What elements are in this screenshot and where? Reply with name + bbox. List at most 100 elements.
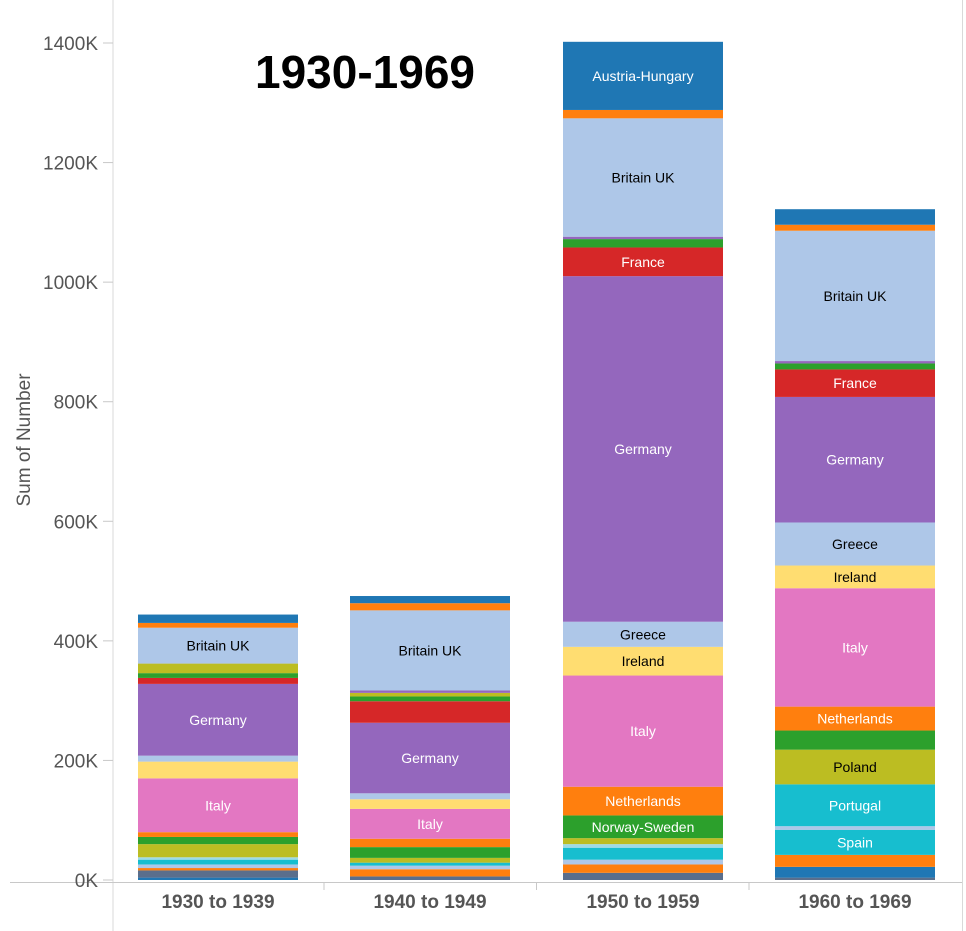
bar-segment <box>350 696 510 702</box>
bar-segment <box>563 276 723 622</box>
bar-segment <box>563 864 723 873</box>
y-tick-label: 600K <box>54 512 99 533</box>
bar-segment <box>563 847 723 860</box>
chart-title: 1930-1969 <box>255 46 475 98</box>
bar-segment <box>775 209 935 225</box>
segment-label: France <box>621 254 665 270</box>
bar-segment <box>138 683 298 756</box>
bar-segment <box>563 118 723 237</box>
bars: Italy Germany Britain UK Italy Germany Britai… <box>138 41 935 880</box>
bar-segment <box>138 859 298 865</box>
bar-segment <box>350 847 510 858</box>
bar-segment <box>350 808 510 839</box>
segment-label: Greece <box>832 536 878 552</box>
bar-segment <box>138 622 298 628</box>
segment-label: Portugal <box>829 797 881 813</box>
y-tick-label: 0K <box>75 871 99 892</box>
bar-segment <box>775 230 935 362</box>
bar-segment <box>775 877 935 880</box>
bar-segment <box>350 865 510 870</box>
bar-segment <box>775 369 935 397</box>
bar-segment <box>563 236 723 240</box>
segment-label: Ireland <box>834 569 877 585</box>
bar-segment <box>775 522 935 566</box>
bar-segment <box>138 868 298 871</box>
bar-segment <box>350 799 510 809</box>
bar-segment <box>563 838 723 845</box>
segment-label: Germany <box>401 750 459 766</box>
bar-segment <box>775 396 935 523</box>
bar-segment <box>138 877 298 880</box>
segment-label: Germany <box>189 712 247 728</box>
segment-label: Spain <box>837 834 873 850</box>
bar-segment <box>138 832 298 837</box>
x-category-label: 1950 to 1959 <box>586 892 699 913</box>
y-tick-label: 400K <box>54 632 99 653</box>
bar-segment <box>350 690 510 693</box>
segment-label: Italy <box>417 816 443 832</box>
bar-segment <box>350 603 510 611</box>
bar-segment <box>350 692 510 697</box>
bar-segment <box>138 857 298 860</box>
bar-segment <box>350 610 510 691</box>
bar-stack: Italy Germany Britain UK <box>350 596 510 880</box>
segment-label: Italy <box>630 723 656 739</box>
segment-label: Italy <box>842 639 868 655</box>
bar-segment <box>138 755 298 762</box>
bar-segment <box>563 109 723 119</box>
bar-stack: Spain Portugal Poland Netherlands Italy Irela… <box>775 209 935 880</box>
bar-segment <box>563 239 723 248</box>
bar-segment <box>775 706 935 731</box>
bar-segment <box>563 872 723 880</box>
segment-label: Austria-Hungary <box>592 68 693 84</box>
segment-label: France <box>833 375 877 391</box>
bar-segment <box>775 829 935 855</box>
x-category-label: 1930 to 1939 <box>161 892 274 913</box>
bar-segment <box>775 730 935 750</box>
y-ticks: 0K 200K 400K 600K 800K 1000K 1200K 1400K <box>43 34 113 892</box>
bar-segment <box>350 793 510 800</box>
bar-segment <box>775 363 935 370</box>
bar-segment <box>775 826 935 830</box>
segment-label: Germany <box>614 441 672 457</box>
x-categories: 1930 to 1939 1940 to 1949 1950 to 1959 1960… <box>161 882 912 913</box>
bar-segment <box>350 722 510 794</box>
y-tick-label: 800K <box>54 393 99 414</box>
bar-segment <box>775 854 935 867</box>
bar-segment <box>775 361 935 364</box>
bar-segment <box>563 675 723 787</box>
bar-segment <box>775 749 935 785</box>
y-axis-label: Sum of Number <box>14 373 35 507</box>
bar-segment <box>350 876 510 880</box>
bar-segment <box>563 786 723 816</box>
y-tick-label: 1200K <box>43 154 98 175</box>
bar-segment <box>563 247 723 277</box>
bar-segment <box>563 621 723 647</box>
bar-segment <box>350 596 510 604</box>
bar-segment <box>350 862 510 866</box>
bar-segment <box>563 844 723 848</box>
segment-label: Britain UK <box>186 638 250 654</box>
segment-label: Ireland <box>622 653 665 669</box>
bar-segment <box>138 864 298 869</box>
segment-label: Germany <box>826 452 884 468</box>
segment-label: Britain UK <box>823 288 887 304</box>
bar-segment <box>775 784 935 827</box>
segment-label: Netherlands <box>817 711 893 727</box>
y-tick-label: 1000K <box>43 273 98 294</box>
bar-segment <box>350 869 510 877</box>
bar-stack: Italy Germany Britain UK <box>138 614 298 880</box>
bar-segment <box>138 663 298 674</box>
bar-segment <box>138 761 298 779</box>
y-tick-label: 200K <box>54 751 99 772</box>
bar-segment <box>775 224 935 231</box>
bar-segment <box>563 815 723 839</box>
y-tick-label: 1400K <box>43 34 98 55</box>
bar-segment <box>350 838 510 848</box>
bar-segment <box>138 836 298 845</box>
bar-segment <box>138 627 298 664</box>
bar-segment <box>775 588 935 707</box>
bar-segment <box>138 870 298 878</box>
